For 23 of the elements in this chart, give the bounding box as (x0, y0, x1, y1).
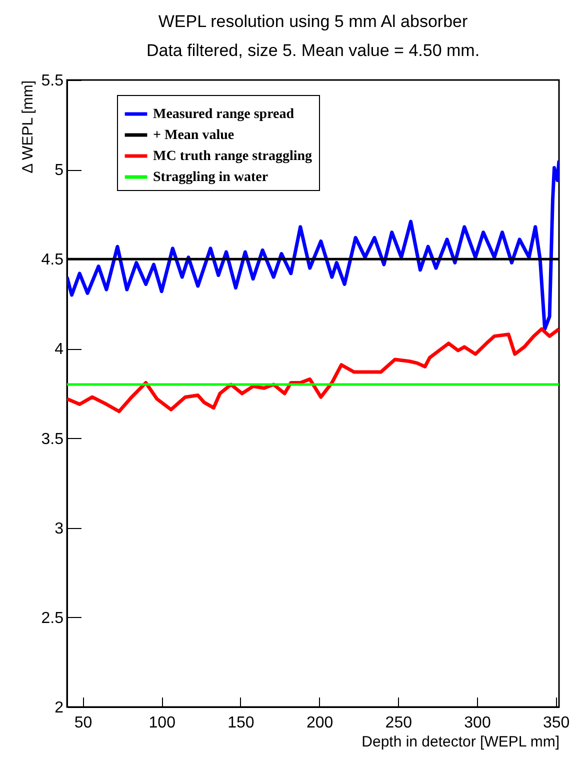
legend-label: + Mean value (153, 128, 234, 143)
y-tick-label: 2 (54, 700, 64, 716)
chart-title: WEPL resolution using 5 mm Al absorber (158, 12, 468, 31)
y-tick-label: 4 (54, 341, 64, 358)
legend-label: MC truth range straggling (153, 149, 312, 164)
x-tick-label: 50 (74, 714, 92, 732)
y-tick-label: 4.5 (41, 252, 64, 269)
x-tick-label: 250 (385, 714, 412, 732)
x-tick-label: 300 (464, 714, 491, 732)
x-tick-label: 200 (306, 714, 334, 732)
x-tick-label: 350 (542, 714, 570, 732)
chart-subtitle: Data filtered, size 5. Mean value = 4.50 mm. (146, 41, 480, 60)
y-tick-label: 3 (54, 520, 64, 538)
x-axis-title: Depth in detector [WEPL mm] (362, 734, 560, 750)
legend-label: Measured range spread (153, 107, 294, 122)
y-tick-label: 5.5 (41, 72, 64, 90)
y-tick-label: 2.5 (41, 610, 64, 627)
y-axis-title: Δ WEPL [mm] (19, 80, 36, 174)
y-tick-label: 5 (54, 162, 64, 180)
legend-label: Straggling in water (153, 170, 268, 185)
x-tick-label: 100 (148, 714, 176, 732)
y-tick-label: 3.5 (41, 430, 64, 448)
x-tick-label: 150 (228, 714, 254, 732)
